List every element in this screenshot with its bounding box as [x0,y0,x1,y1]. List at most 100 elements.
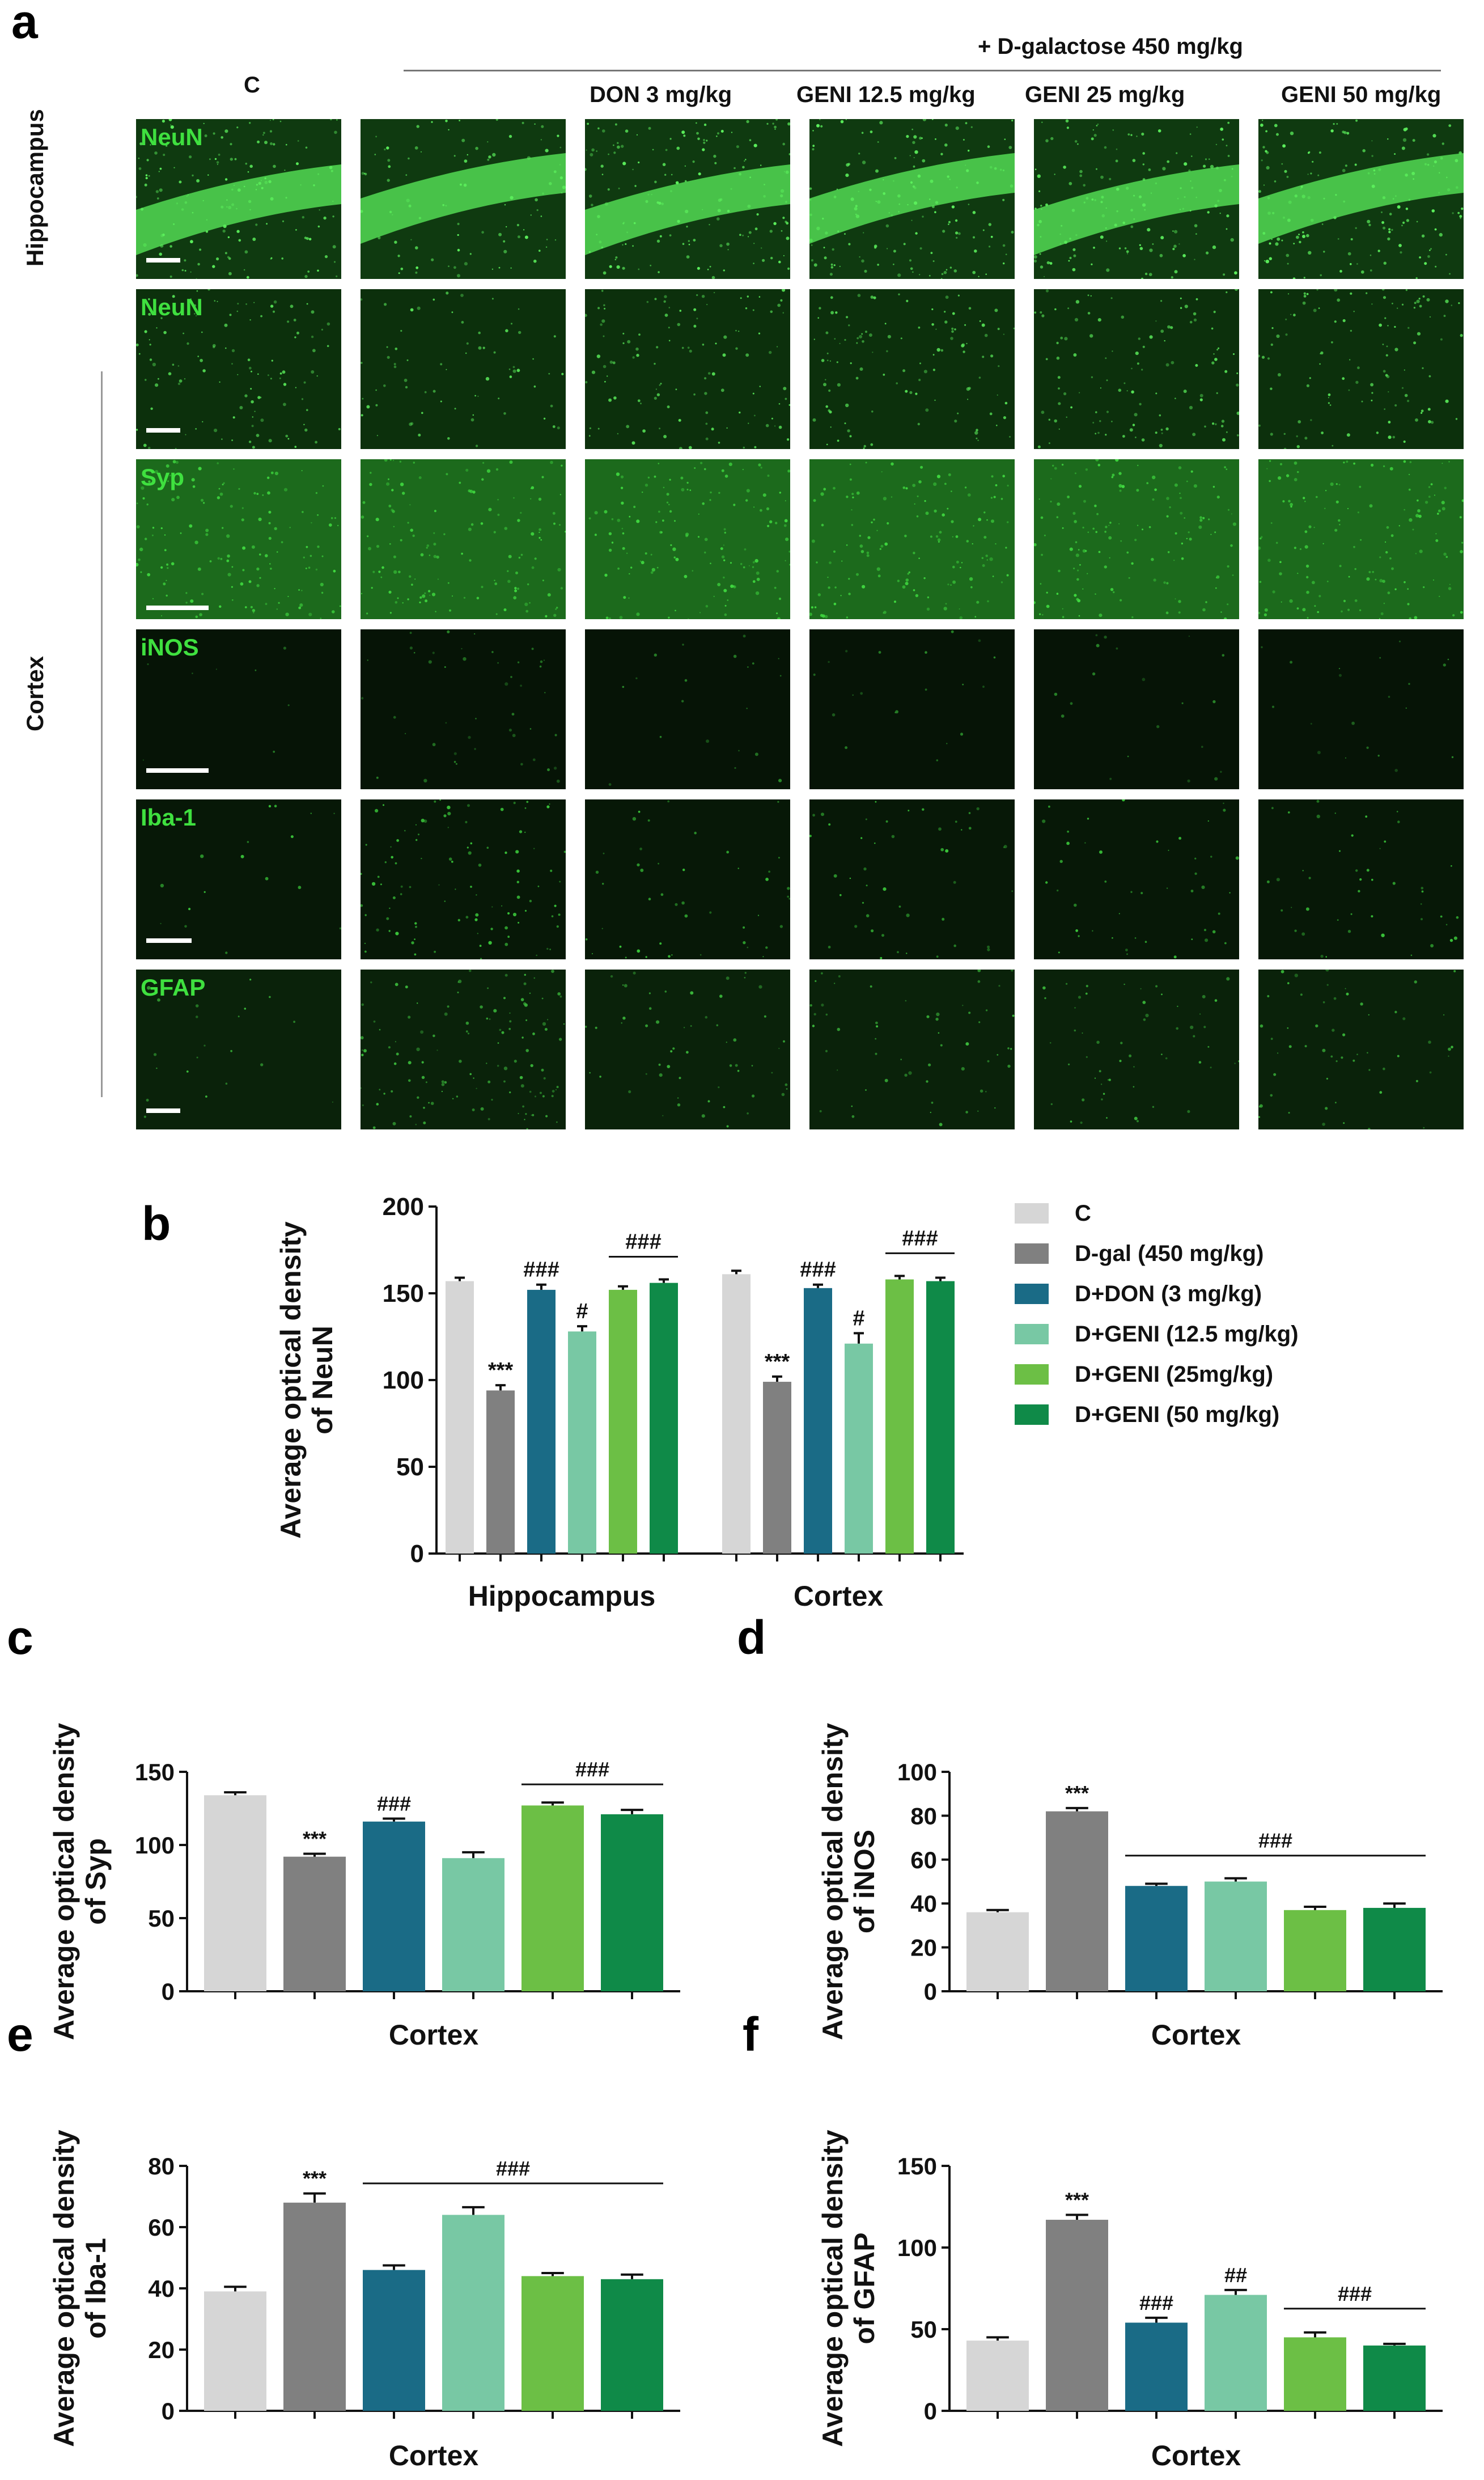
bar [486,1390,515,1554]
bar [1125,2322,1188,2411]
scale-bar [146,606,209,610]
micrograph-tile [585,799,790,959]
y-tick-label: 40 [148,2275,175,2302]
y-tick-label: 0 [924,2398,937,2424]
legend-entry: D+DON (3 mg/kg) [1015,1280,1262,1308]
y-tick-label: 50 [396,1453,424,1481]
x-axis-label: Hippocampus [468,1580,656,1612]
bar [204,1795,266,1991]
micrograph-tile [361,629,566,789]
scale-bar [146,1108,180,1113]
y-tick-label: 40 [910,1890,937,1917]
significance-mark: *** [303,1827,327,1850]
micrograph-tile [585,629,790,789]
legend-label: D+GENI (12.5 mg/kg) [1075,1321,1299,1347]
significance-mark: ### [575,1758,609,1781]
chart-d-inos: 0 20 40 60 80 100 Average optical density of iN… [817,1723,1443,2051]
micrograph-tile [361,119,566,279]
legend-entry: D+GENI (12.5 mg/kg) [1015,1320,1299,1348]
bar [521,1805,584,1991]
bar [601,1814,663,1991]
y-tick-label: 150 [897,2153,937,2179]
micrograph-tile: Syp [136,459,341,619]
micrograph-tile [585,119,790,279]
y-tick-label: 150 [383,1280,424,1307]
cortex-group-line [101,371,103,1097]
column-label-5: GENI 50 mg/kg [1281,82,1441,107]
y-axis-label: Average optical density [817,2130,849,2447]
panel-letter-c: c [7,1611,33,1664]
significance-mark: ### [1139,2291,1173,2314]
y-axis-label: Average optical density [48,2130,80,2447]
y-tick-label: 50 [148,1905,175,1932]
row-group-cortex: Cortex [22,655,48,731]
y-tick-label: 20 [910,1935,937,1961]
bar [442,2215,504,2411]
legend-entry: D+GENI (50 mg/kg) [1015,1400,1279,1429]
significance-mark: *** [765,1350,790,1374]
micrograph-tile [1034,629,1239,789]
scale-bar [146,938,192,943]
x-axis-label: Cortex [1151,2019,1241,2051]
micrograph-tile [361,799,566,959]
treatment-header: + D-galactose 450 mg/kg [978,34,1243,59]
micrograph-tile [585,459,790,619]
micrograph-tile [1034,119,1239,279]
significance-mark: ### [496,2157,530,2180]
y-tick-label: 0 [162,2398,175,2424]
legend-label: D-gal (450 mg/kg) [1075,1241,1264,1266]
micrograph-tile [585,289,790,449]
panel-letter-f: f [743,2008,758,2061]
micrograph-tile [1258,970,1464,1129]
x-axis-label: Cortex [389,2019,479,2051]
micrograph-tile [1034,970,1239,1129]
bar [446,1281,474,1554]
bar [283,2202,346,2411]
significance-mark: ### [377,1792,411,1815]
y-tick-label: 80 [910,1802,937,1829]
bar [1205,1881,1267,1991]
legend-swatch [1015,1364,1049,1385]
bar [527,1289,556,1554]
legend-entry: D-gal (450 mg/kg) [1015,1239,1263,1268]
scale-bar [146,258,180,263]
bar [845,1343,873,1554]
marker-label: NeuN [141,294,203,320]
significance-mark: *** [1065,1781,1089,1805]
column-label-4: GENI 25 mg/kg [1025,82,1185,107]
significance-mark: # [853,1306,864,1330]
bar [650,1283,678,1554]
y-axis-label: of iNOS [849,1830,880,1933]
marker-label: Iba-1 [141,804,197,831]
y-tick-label: 100 [897,1759,937,1785]
y-axis-label: of Iba-1 [80,2238,112,2339]
micrograph-tile: iNOS [136,629,341,789]
y-tick-label: 60 [910,1847,937,1873]
bar [1125,1886,1188,1991]
bar [1363,2345,1426,2411]
micrograph-tile [361,970,566,1129]
bar [283,1856,346,1991]
micrograph-tile [809,119,1015,279]
y-tick-label: 0 [924,1978,937,2005]
micrograph-tile [1258,799,1464,959]
row-group-hippocampus: Hippocampus [22,109,48,266]
micrograph-tile [1258,119,1464,279]
bar [568,1331,596,1554]
bar [1363,1907,1426,1991]
bar [521,2276,584,2411]
micrograph-tile: GFAP [136,970,341,1129]
scale-bar [146,768,209,773]
bar [363,2270,425,2411]
legend-swatch [1015,1324,1049,1344]
bar [363,1821,425,1991]
scale-bar [146,428,180,433]
column-label-3: GENI 12.5 mg/kg [796,82,976,107]
significance-mark: ### [902,1226,938,1250]
bar [1284,2337,1346,2411]
x-axis-label: Cortex [794,1580,884,1612]
bar [722,1274,751,1554]
micrograph-tile: NeuN [136,119,341,279]
y-tick-label: 200 [383,1193,424,1221]
micrograph-tile [809,799,1015,959]
